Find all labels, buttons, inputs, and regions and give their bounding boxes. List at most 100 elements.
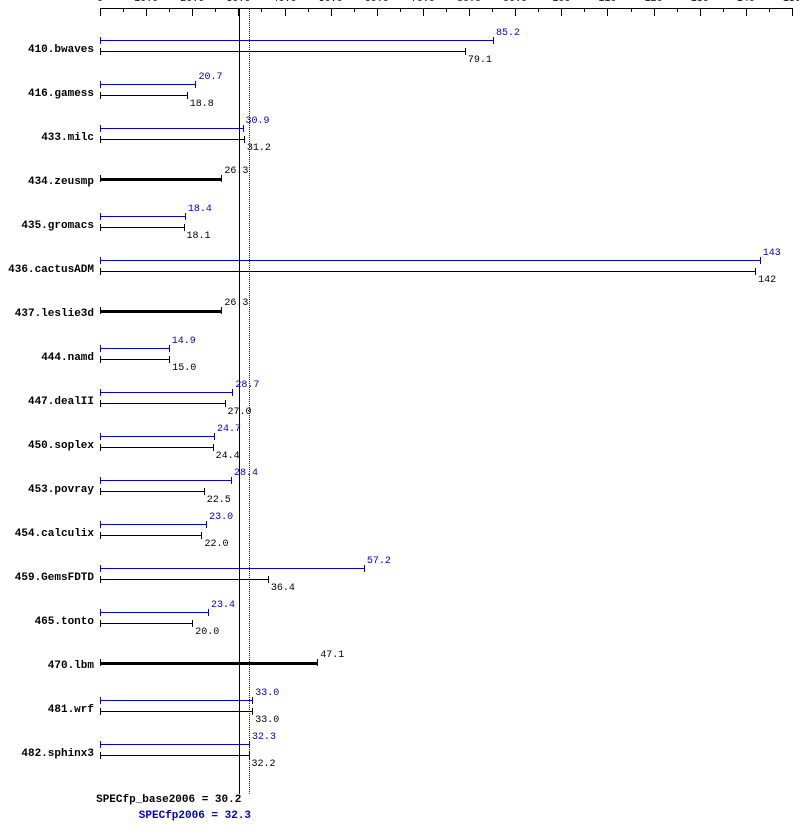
bar-end-tick	[192, 620, 193, 627]
axis-tick-label: 30.0	[226, 0, 250, 5]
axis-tick	[492, 8, 493, 12]
value-label: 30.9	[246, 116, 270, 127]
bar-end-tick	[493, 37, 494, 44]
axis-tick-label: 110	[598, 0, 616, 5]
value-label: 31.2	[247, 143, 271, 154]
axis-tick-label: 120	[645, 0, 663, 5]
benchmark-label: 459.GemsFDTD	[15, 572, 94, 584]
benchmark-label: 453.povray	[28, 484, 94, 496]
bar-end-tick	[317, 659, 318, 666]
bar-start-tick	[100, 433, 101, 440]
value-label: 33.0	[255, 715, 279, 726]
bar-start-tick	[100, 659, 101, 666]
bar	[100, 392, 232, 393]
axis-tick	[723, 8, 724, 12]
bar-start-tick	[100, 576, 101, 583]
axis-tick	[377, 8, 378, 16]
value-label: 47.1	[320, 650, 344, 661]
axis-tick	[215, 8, 216, 12]
axis-tick	[584, 8, 585, 12]
bar-end-tick	[221, 175, 222, 182]
bar	[100, 348, 169, 349]
bar	[100, 216, 185, 217]
bar	[100, 95, 187, 96]
reference-line-label: SPECfp_base2006 = 30.2	[96, 794, 241, 806]
bar	[100, 227, 184, 228]
axis-tick	[354, 8, 355, 12]
bar	[100, 271, 755, 272]
value-label: 57.2	[367, 556, 391, 567]
bar-end-tick	[204, 488, 205, 495]
bar-end-tick	[185, 213, 186, 220]
bar-start-tick	[100, 81, 101, 88]
axis-tick-label: 10.0	[134, 0, 158, 5]
bar-start-tick	[100, 488, 101, 495]
benchmark-label: 454.calculix	[15, 528, 94, 540]
bar-end-tick	[225, 400, 226, 407]
value-label: 18.4	[188, 204, 212, 215]
benchmark-label: 434.zeusmp	[28, 176, 94, 188]
bar-start-tick	[100, 356, 101, 363]
bar-start-tick	[100, 741, 101, 748]
axis-tick	[515, 8, 516, 16]
bar	[100, 744, 249, 745]
value-label: 32.2	[252, 759, 276, 770]
bar	[100, 662, 317, 665]
value-label: 18.1	[187, 231, 211, 242]
axis-tick	[792, 8, 793, 16]
bar-start-tick	[100, 268, 101, 275]
bar	[100, 491, 204, 492]
bar	[100, 612, 208, 613]
bar-end-tick	[252, 708, 253, 715]
bar-end-tick	[208, 609, 209, 616]
axis-tick-label: 20.0	[180, 0, 204, 5]
reference-line-label: SPECfp2006 = 32.3	[139, 810, 251, 822]
bar-end-tick	[195, 81, 196, 88]
bar	[100, 139, 244, 140]
bar-start-tick	[100, 752, 101, 759]
value-label: 28.7	[235, 380, 259, 391]
axis-tick-label: 60.0	[365, 0, 389, 5]
bar	[100, 128, 243, 129]
axis-tick	[654, 8, 655, 16]
value-label: 26.3	[224, 166, 248, 177]
value-label: 24.4	[216, 451, 240, 462]
axis-tick	[446, 8, 447, 12]
axis-tick-label: 150	[783, 0, 799, 5]
axis-tick	[100, 8, 101, 16]
bar-end-tick	[169, 356, 170, 363]
bar-start-tick	[100, 257, 101, 264]
value-label: 26.3	[224, 298, 248, 309]
axis-tick-label: 50.0	[319, 0, 343, 5]
axis-tick	[631, 8, 632, 12]
bar	[100, 178, 221, 181]
reference-line	[239, 8, 240, 794]
bar-end-tick	[243, 125, 244, 132]
axis-tick	[538, 8, 539, 12]
axis-tick	[769, 8, 770, 12]
bar-start-tick	[100, 389, 101, 396]
axis-tick-label: 70.0	[411, 0, 435, 5]
axis-tick	[746, 8, 747, 16]
bar-start-tick	[100, 175, 101, 182]
value-label: 27.0	[228, 407, 252, 418]
axis-tick-label: 90.0	[503, 0, 527, 5]
value-label: 23.0	[209, 512, 233, 523]
bar-end-tick	[232, 389, 233, 396]
value-label: 28.4	[234, 468, 258, 479]
value-label: 36.4	[271, 583, 295, 594]
bar-end-tick	[231, 477, 232, 484]
bar-end-tick	[249, 752, 250, 759]
bar-start-tick	[100, 565, 101, 572]
bar	[100, 755, 249, 756]
bar-end-tick	[755, 268, 756, 275]
bar-start-tick	[100, 307, 101, 314]
bar	[100, 711, 252, 712]
bar-start-tick	[100, 213, 101, 220]
bar-end-tick	[201, 532, 202, 539]
axis-tick-label: 40.0	[273, 0, 297, 5]
axis-tick	[700, 8, 701, 16]
axis-tick	[469, 8, 470, 16]
bar-start-tick	[100, 400, 101, 407]
bar-start-tick	[100, 532, 101, 539]
